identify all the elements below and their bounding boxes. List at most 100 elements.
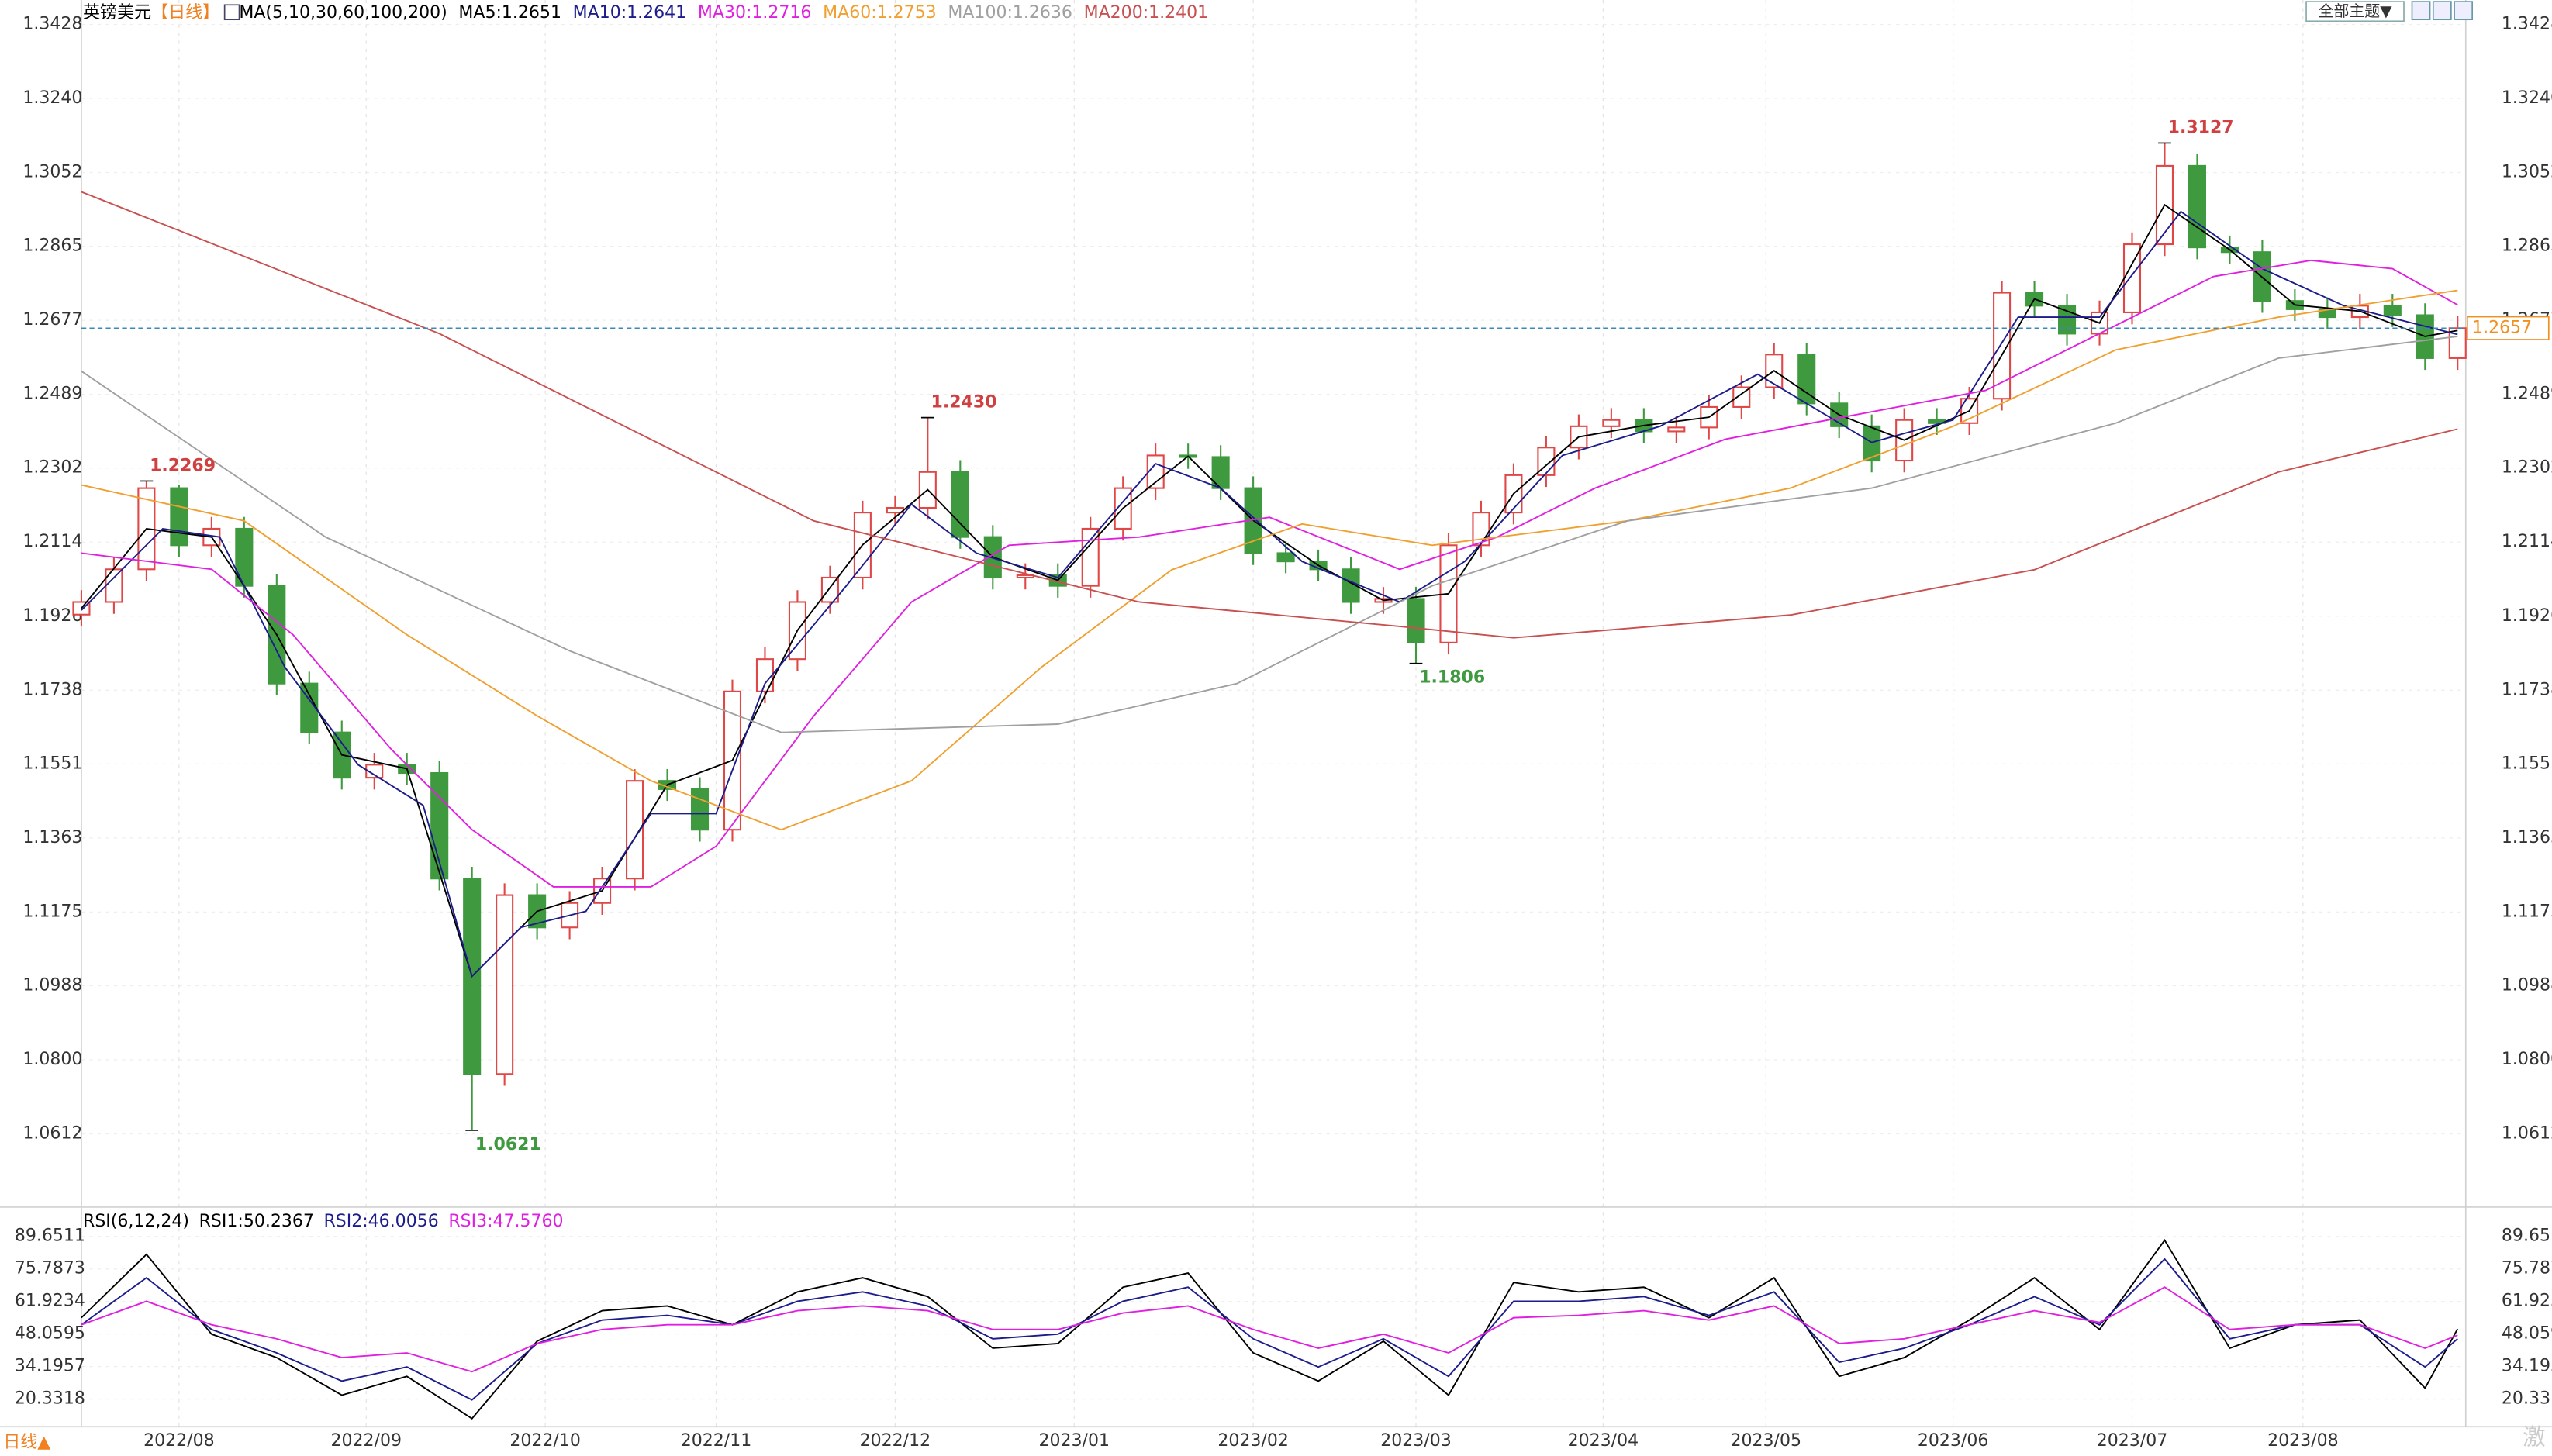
y-tick-label-right: 1.2865	[2502, 236, 2552, 256]
candle-body	[1732, 386, 1751, 408]
ma-title: MA(5,10,30,60,100,200)	[239, 3, 447, 22]
view-button[interactable]	[2454, 1, 2473, 21]
view-button[interactable]	[2432, 1, 2452, 21]
y-tick-label-right: 1.2114	[2502, 532, 2552, 551]
y-tick-label: 34.1957	[15, 1357, 85, 1376]
candle-body	[72, 601, 91, 616]
grid-layer	[81, 0, 2466, 1427]
candle-body	[1146, 454, 1165, 489]
y-tick-label-right: 1.1738	[2502, 680, 2552, 699]
y-tick-label-right: 1.3428	[2502, 14, 2552, 33]
x-tick-label: 2023/03	[1380, 1431, 1451, 1451]
x-tick-label: 2023/08	[2267, 1431, 2338, 1451]
ma-line	[81, 191, 2458, 639]
watermark: 激	[2523, 1423, 2545, 1450]
y-tick-label: 1.3052	[22, 163, 82, 182]
candle-body	[300, 682, 319, 733]
y-tick-label: 75.7873	[15, 1259, 85, 1278]
y-tick-label: 20.3318	[15, 1389, 85, 1409]
ma-line	[81, 336, 2458, 733]
price-header: 英镑美元【日线】 MA(5,10,30,60,100,200) MA5:1.2651…	[83, 3, 1208, 22]
y-tick-label: 1.2489	[22, 385, 82, 404]
y-tick-label: 1.2114	[22, 532, 82, 551]
legend-entry: MA60:1.2753	[823, 3, 937, 22]
candle-body	[1863, 425, 1881, 462]
x-tick-label: 2023/05	[1731, 1431, 1801, 1451]
y-tick-label-right: 1.3052	[2502, 163, 2552, 182]
ma-line	[81, 210, 2458, 978]
legend-entry: RSI1:50.2367	[199, 1212, 314, 1231]
symbol: 英镑美元	[83, 3, 151, 22]
rsi-line	[81, 1258, 2458, 1401]
y-tick-label-right: 75.787	[2502, 1259, 2552, 1278]
x-tick-label: 2023/06	[1918, 1431, 1988, 1451]
y-tick-label-right: 1.0612	[2502, 1124, 2552, 1144]
ma-line	[81, 259, 2458, 888]
extreme-label: 1.1806	[1419, 668, 1485, 688]
period: 【日线】	[151, 3, 219, 22]
x-tick-label: 2022/11	[681, 1431, 751, 1451]
y-tick-label-right: 1.1175	[2502, 902, 2552, 921]
candle-body	[170, 487, 188, 547]
candle-body	[365, 764, 384, 779]
legend-entry: MA200:1.2401	[1084, 3, 1209, 22]
theme-button-label[interactable]: 全部主题▼	[2319, 2, 2393, 20]
candle-body	[1993, 292, 2012, 400]
ma-icon[interactable]	[223, 4, 240, 21]
rsi-header: RSI(6,12,24) RSI1:50.2367 RSI2:46.0056 RSI3…	[83, 1212, 564, 1231]
x-tick-label: 2023/01	[1039, 1431, 1110, 1451]
candle-body	[755, 658, 775, 692]
y-tick-label: 1.3428	[22, 14, 82, 33]
candle-body	[1081, 527, 1100, 587]
rsi-line	[81, 1286, 2458, 1373]
y-tick-label: 1.1363	[22, 828, 82, 847]
x-tick-label: 2023/07	[2097, 1431, 2167, 1451]
y-tick-label-right: 1.3240	[2502, 88, 2552, 108]
y-tick-label: 1.0988	[22, 975, 82, 995]
x-tick-label: 2022/08	[143, 1431, 214, 1451]
rsi-line	[81, 1239, 2459, 1420]
last-price-label: 1.2657	[2472, 318, 2532, 337]
legend-entry: RSI2:46.0056	[323, 1212, 438, 1231]
candle-body	[1407, 598, 1425, 643]
legend-entry: MA100:1.2636	[948, 3, 1072, 22]
extreme-label: 1.2269	[150, 457, 216, 476]
candle-body	[496, 894, 514, 1075]
last-price-box	[2467, 316, 2550, 340]
period-button[interactable]: 日线▲	[3, 1433, 50, 1452]
y-tick-label-right: 61.923	[2502, 1292, 2552, 1311]
candle-body	[105, 568, 123, 603]
candle-body	[1016, 574, 1034, 579]
y-tick-label: 1.1738	[22, 680, 82, 699]
legend-entry: MA10:1.2641	[573, 3, 687, 22]
y-tick-label-right: 1.1551	[2502, 754, 2552, 773]
y-tick-label-right: 1.2489	[2502, 385, 2552, 404]
candle-body	[2188, 164, 2206, 249]
candle-body	[1276, 552, 1295, 563]
view-buttons[interactable]	[2411, 1, 2473, 21]
candle-body	[1667, 426, 1686, 433]
y-tick-label-right: 1.0988	[2502, 975, 2552, 995]
view-button[interactable]	[2411, 1, 2431, 21]
candle-body	[626, 780, 644, 880]
legend-entry: RSI3:47.5760	[448, 1212, 563, 1231]
y-tick-label: 89.6511	[15, 1227, 85, 1246]
y-tick-label: 1.1551	[22, 754, 82, 773]
y-tick-label: 61.9234	[15, 1292, 85, 1311]
y-tick-label-right: 20.331	[2502, 1389, 2552, 1409]
y-tick-label-right: 34.195	[2502, 1357, 2552, 1376]
y-tick-label-right: 1.2302	[2502, 458, 2552, 478]
candle-body	[951, 471, 969, 538]
legend-entry: MA5:1.2651	[458, 3, 561, 22]
x-tick-label: 2022/12	[860, 1431, 931, 1451]
y-tick-label: 1.2865	[22, 236, 82, 256]
x-tick-label: 2023/04	[1568, 1431, 1639, 1451]
rsi-title: RSI(6,12,24)	[83, 1212, 189, 1231]
y-tick-label-right: 1.0800	[2502, 1050, 2552, 1069]
y-tick-label: 48.0595	[15, 1324, 85, 1344]
candle-body	[430, 771, 449, 880]
extreme-label: 1.0621	[475, 1135, 541, 1154]
candle-body	[690, 788, 710, 831]
theme-button[interactable]	[2305, 1, 2405, 22]
